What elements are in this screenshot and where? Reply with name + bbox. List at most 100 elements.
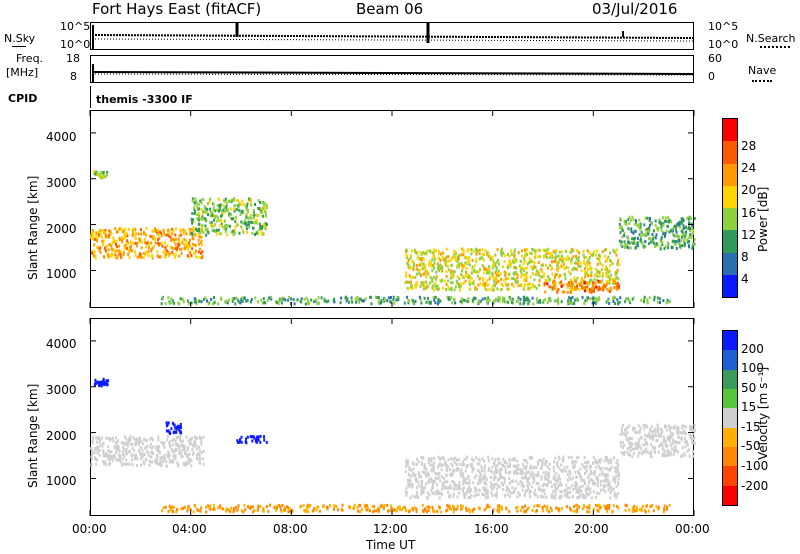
echo-cell bbox=[638, 223, 641, 227]
echo-cell bbox=[359, 510, 362, 513]
echo-cell bbox=[463, 458, 466, 462]
echo-cell bbox=[448, 297, 451, 301]
echo-cell bbox=[482, 488, 485, 492]
echo-cell bbox=[644, 450, 647, 454]
echo-cell bbox=[554, 484, 557, 487]
echo-cell bbox=[617, 482, 620, 486]
echo-cell bbox=[634, 509, 637, 513]
echo-cell bbox=[99, 381, 101, 385]
echo-cell bbox=[638, 451, 641, 455]
echo-cell bbox=[458, 485, 461, 489]
echo-cell bbox=[558, 457, 561, 461]
echo-cell bbox=[598, 280, 601, 284]
echo-cell bbox=[375, 295, 377, 299]
echo-cell bbox=[406, 256, 409, 260]
echo-cell bbox=[229, 207, 232, 211]
echo-cell bbox=[523, 279, 526, 283]
echo-cell bbox=[205, 505, 208, 509]
echo-cell bbox=[462, 253, 465, 257]
x-tick: 12:00 bbox=[373, 522, 408, 536]
echo-cell bbox=[347, 300, 350, 304]
echo-cell bbox=[649, 454, 652, 458]
echo-cell bbox=[97, 246, 100, 250]
echo-cell bbox=[500, 277, 502, 281]
echo-cell bbox=[405, 271, 408, 275]
echo-cell bbox=[544, 483, 547, 487]
echo-cell bbox=[98, 173, 101, 177]
echo-cell bbox=[664, 439, 667, 443]
echo-cell bbox=[186, 254, 189, 258]
echo-cell bbox=[529, 275, 532, 279]
echo-cell bbox=[554, 275, 556, 279]
echo-cell bbox=[433, 288, 435, 292]
echo-cell bbox=[482, 276, 485, 280]
echo-cell bbox=[432, 510, 435, 514]
echo-cell bbox=[427, 296, 429, 300]
echo-cell bbox=[459, 300, 462, 303]
echo-cell bbox=[463, 255, 466, 259]
echo-cell bbox=[513, 488, 516, 492]
echo-cell bbox=[556, 476, 559, 480]
echo-cell bbox=[90, 235, 93, 239]
echo-cell bbox=[589, 297, 592, 301]
echo-cell bbox=[407, 299, 410, 302]
echo-cell bbox=[581, 507, 584, 511]
echo-cell bbox=[156, 254, 159, 258]
echo-cell bbox=[502, 457, 505, 461]
echo-cell bbox=[193, 297, 196, 301]
echo-cell bbox=[410, 280, 412, 284]
echo-cell bbox=[422, 486, 425, 490]
echo-cell bbox=[447, 285, 450, 289]
echo-cell bbox=[147, 453, 150, 457]
echo-cell bbox=[450, 270, 453, 274]
echo-cell bbox=[200, 208, 203, 212]
echo-cell bbox=[480, 478, 483, 482]
echo-cell bbox=[432, 275, 435, 279]
echo-cell bbox=[263, 206, 266, 210]
echo-cell bbox=[554, 259, 557, 263]
echo-cell bbox=[104, 460, 107, 464]
echo-cell bbox=[658, 220, 661, 224]
echo-cell bbox=[93, 383, 96, 387]
echo-cell bbox=[110, 244, 113, 248]
echo-cell bbox=[628, 227, 631, 231]
echo-cell bbox=[450, 263, 453, 267]
echo-cell bbox=[116, 444, 119, 448]
echo-cell bbox=[170, 427, 173, 431]
echo-cell bbox=[257, 206, 260, 210]
echo-cell bbox=[105, 383, 108, 387]
echo-cell bbox=[522, 302, 525, 306]
echo-cell bbox=[364, 504, 366, 508]
echo-cell bbox=[651, 222, 654, 226]
echo-cell bbox=[308, 301, 311, 305]
echo-cell bbox=[688, 434, 691, 438]
echo-cell bbox=[614, 296, 617, 300]
echo-cell bbox=[495, 297, 497, 301]
echo-cell bbox=[536, 509, 538, 512]
echo-cell bbox=[435, 286, 438, 290]
echo-cell bbox=[223, 227, 226, 231]
echo-cell bbox=[215, 219, 218, 223]
echo-cell bbox=[511, 486, 514, 489]
echo-cell bbox=[210, 221, 213, 225]
echo-cell bbox=[304, 510, 307, 513]
echo-cell bbox=[161, 296, 164, 300]
echo-cell bbox=[465, 456, 468, 460]
echo-cell bbox=[250, 213, 253, 217]
echo-cell bbox=[466, 481, 469, 485]
echo-cell bbox=[588, 282, 591, 286]
echo-cell bbox=[537, 473, 540, 477]
echo-cell bbox=[552, 489, 555, 493]
echo-cell bbox=[586, 271, 589, 274]
echo-cell bbox=[212, 507, 215, 511]
echo-cell bbox=[572, 488, 575, 491]
echo-cell bbox=[234, 203, 237, 207]
echo-cell bbox=[191, 247, 194, 251]
echo-cell bbox=[280, 509, 283, 513]
echo-cell bbox=[513, 250, 516, 254]
echo-cell bbox=[422, 262, 425, 266]
echo-cell bbox=[467, 488, 470, 491]
echo-cell bbox=[684, 242, 686, 246]
echo-cell bbox=[437, 455, 440, 459]
echo-cell bbox=[664, 425, 667, 429]
